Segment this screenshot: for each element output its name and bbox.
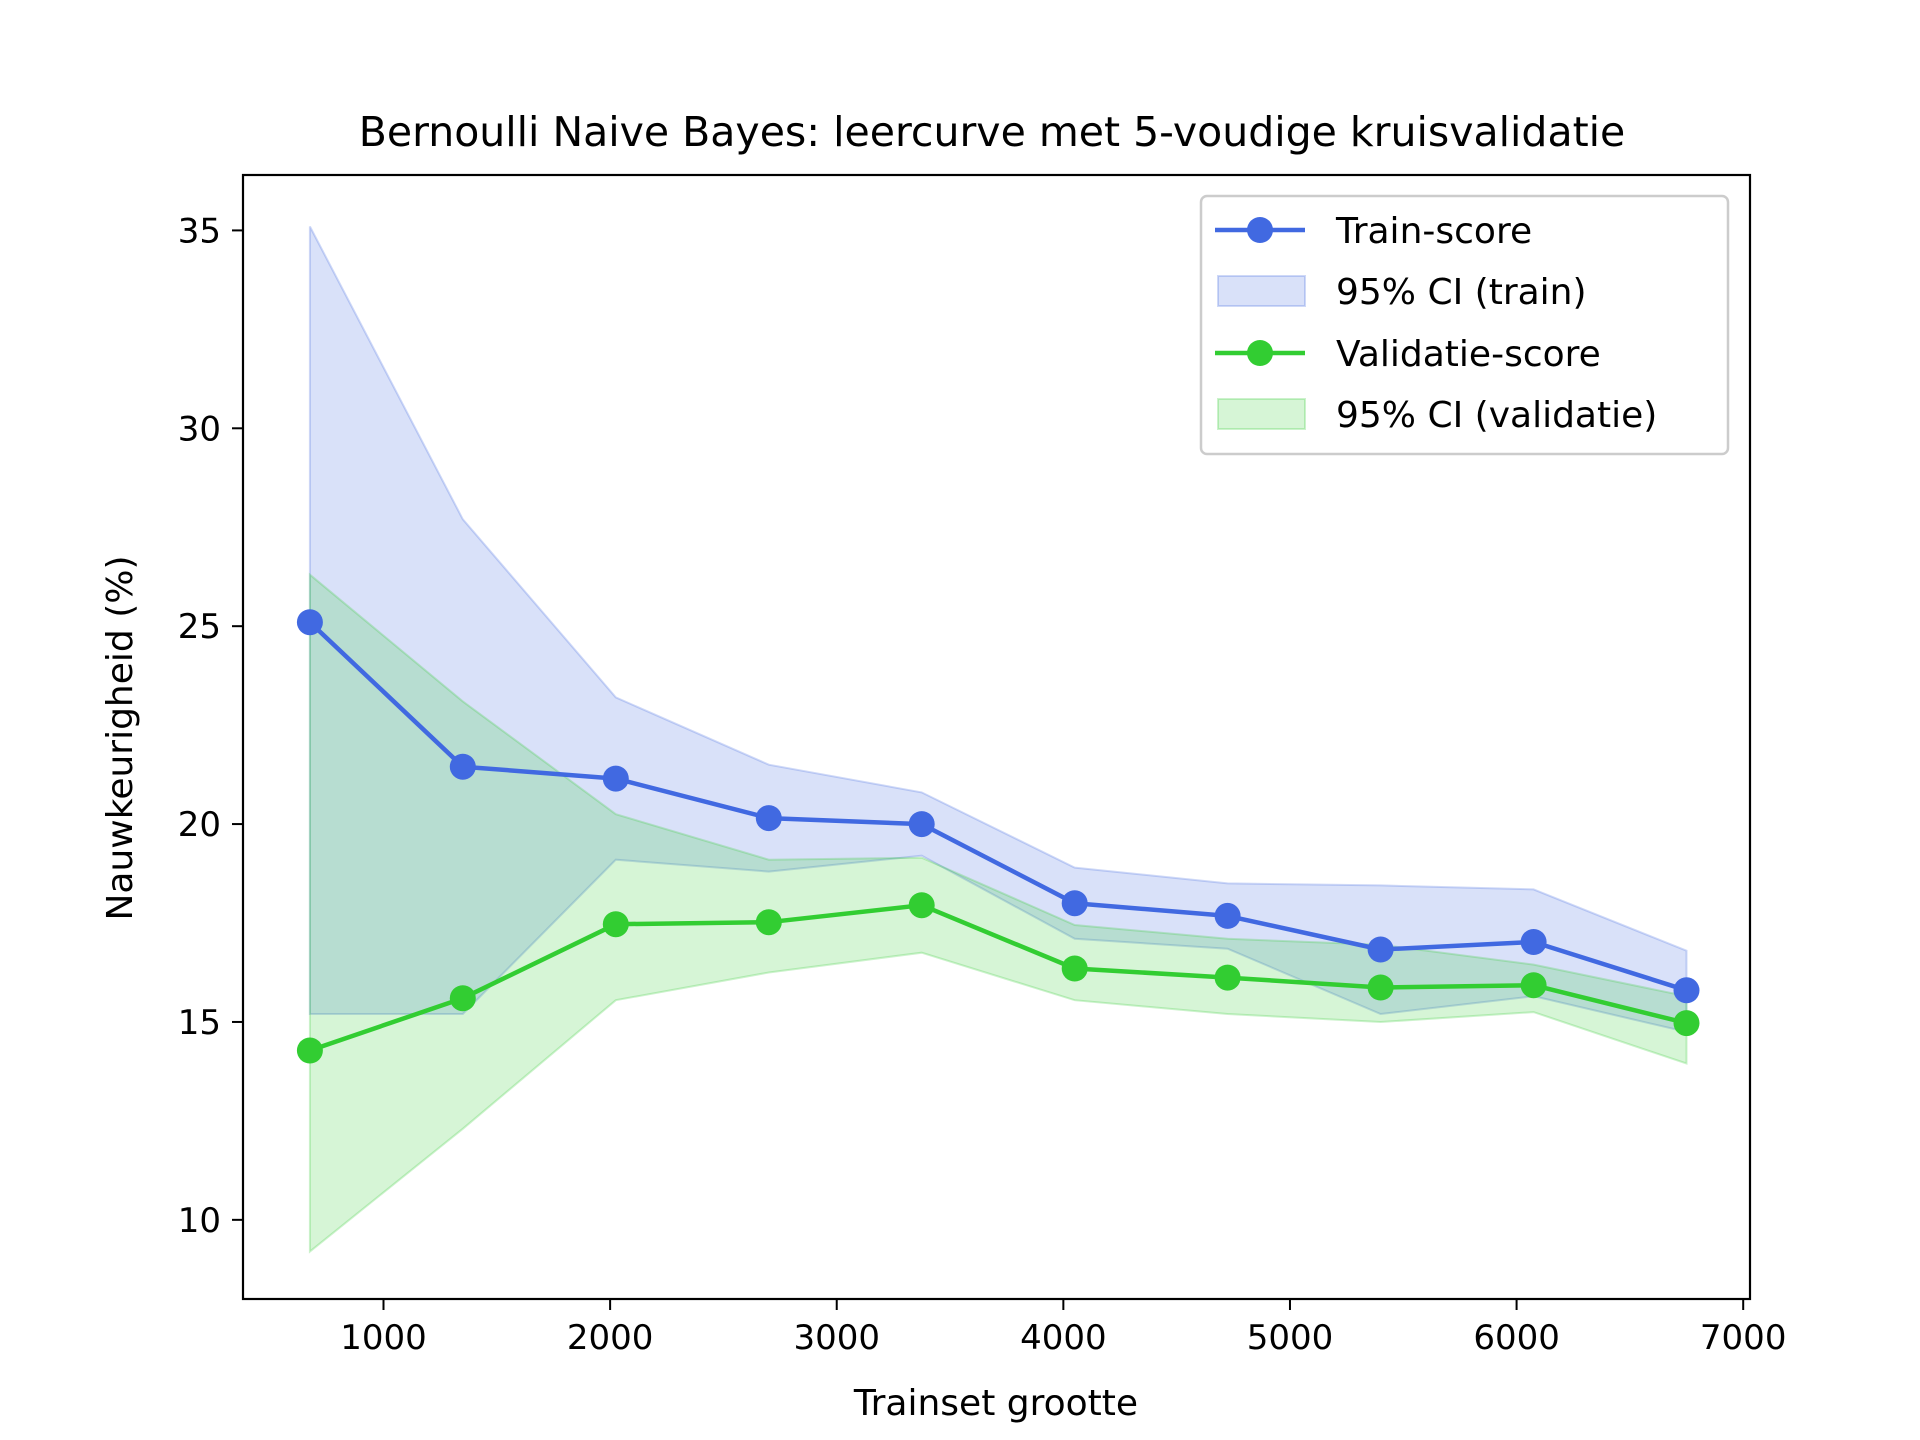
train-score-point — [1214, 902, 1241, 929]
train-score-point — [908, 811, 935, 838]
validation-score-point — [449, 985, 476, 1012]
validation-score-point — [908, 892, 935, 919]
x-tick-label: 6000 — [1473, 1318, 1560, 1358]
train-score-point — [1367, 936, 1394, 963]
legend-validation-label: Validatie-score — [1336, 334, 1601, 375]
legend: Train-score 95% CI (train) Validatie-sco… — [1199, 194, 1730, 456]
legend-validation-ci-swatch-icon — [1217, 398, 1306, 430]
validation-score-point — [1673, 1010, 1700, 1037]
plot-frame — [241, 173, 1752, 1301]
x-tick-label: 5000 — [1247, 1318, 1334, 1358]
x-tick-label: 2000 — [567, 1318, 654, 1358]
y-tick-label: 20 — [178, 805, 221, 845]
validation-score-point — [296, 1037, 323, 1064]
y-tick-label: 25 — [178, 607, 221, 647]
train-score-point — [602, 765, 629, 792]
y-axis: 10 15 20 25 30 35 — [178, 211, 243, 1241]
legend-frame — [1199, 194, 1730, 456]
x-axis-label: Trainset grootte — [853, 1383, 1138, 1424]
train-score-point — [296, 609, 323, 636]
train-score-point — [449, 753, 476, 780]
train-score-point — [1520, 929, 1547, 955]
x-tick-label: 7000 — [1700, 1318, 1787, 1358]
train-score-point — [1673, 977, 1700, 1004]
legend-train-ci-swatch-icon — [1217, 275, 1306, 307]
train-score-line — [308, 620, 1688, 993]
y-tick-label: 15 — [178, 1003, 221, 1043]
validation-score-point — [1367, 974, 1394, 1001]
validation-score-point — [1520, 972, 1547, 999]
series-points — [296, 609, 1700, 1064]
y-tick-label: 10 — [178, 1201, 221, 1241]
legend-train-label: Train-score — [1335, 211, 1532, 252]
validation-score-point — [1214, 964, 1241, 991]
validation-score-point — [1061, 955, 1088, 982]
x-axis: 1000 2000 3000 4000 5000 6000 7000 — [340, 1299, 1786, 1358]
x-tick-label: 3000 — [793, 1318, 880, 1358]
series-lines — [308, 620, 1688, 1053]
legend-train-marker-icon — [1247, 217, 1273, 243]
chart-title: Bernoulli Naive Bayes: leercurve met 5-v… — [359, 108, 1626, 156]
y-tick-label: 35 — [178, 211, 221, 251]
validation-ci-band — [308, 572, 1688, 1254]
validation-score-point — [602, 911, 629, 938]
legend-train-ci-label: 95% CI (train) — [1336, 272, 1587, 313]
y-axis-label: Nauwkeurigheid (%) — [100, 556, 141, 921]
train-score-point — [1061, 890, 1088, 917]
validation-score-line — [309, 902, 1688, 1053]
legend-validation-ci-label: 95% CI (validatie) — [1336, 395, 1657, 436]
x-tick-label: 1000 — [340, 1318, 427, 1358]
legend-validation-marker-icon — [1247, 340, 1273, 366]
validation-score-point — [755, 909, 782, 936]
x-tick-label: 4000 — [1020, 1318, 1107, 1358]
y-tick-label: 30 — [178, 409, 221, 449]
train-score-point — [755, 805, 782, 832]
